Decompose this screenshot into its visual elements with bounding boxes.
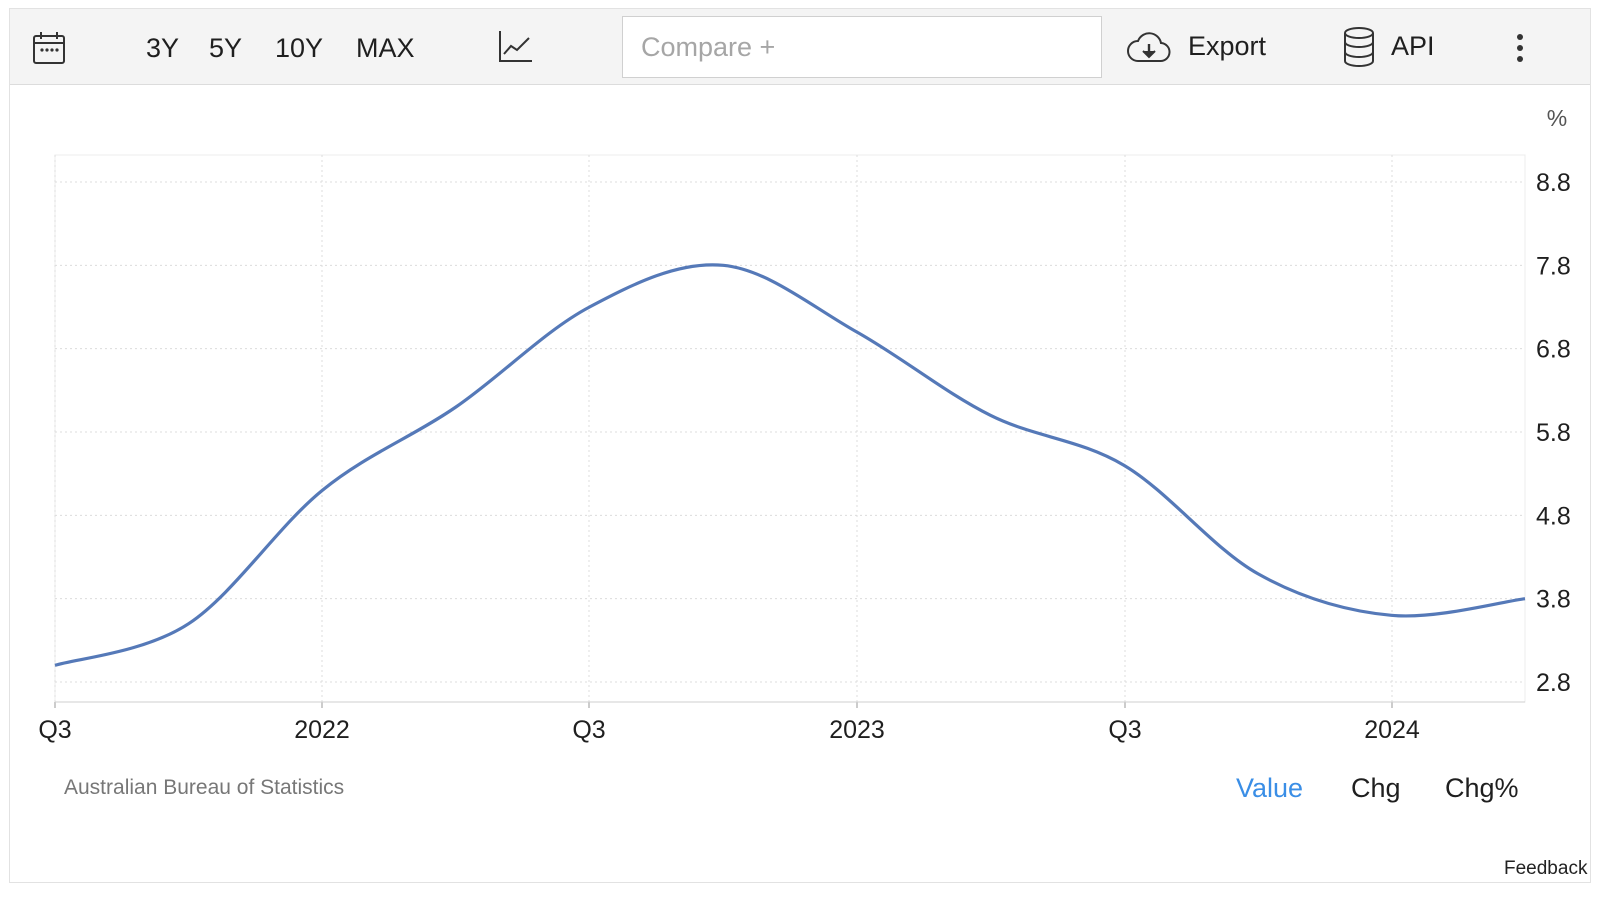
- x-tick-label: 2022: [294, 716, 350, 744]
- y-tick-label: 5.8: [1536, 419, 1571, 447]
- data-point[interactable]: [52, 662, 58, 668]
- data-point[interactable]: [587, 304, 593, 310]
- mode-chg-tab[interactable]: Chg: [1351, 773, 1401, 803]
- y-tick-label: 3.8: [1536, 586, 1571, 614]
- data-point[interactable]: [1388, 612, 1394, 618]
- data-point[interactable]: [854, 329, 860, 335]
- line-chart-icon[interactable]: [498, 29, 534, 68]
- cloud-download-icon[interactable]: [1126, 31, 1172, 70]
- data-point[interactable]: [1255, 571, 1261, 577]
- range-3y-button[interactable]: 3Y: [146, 33, 180, 63]
- mode-value-tab[interactable]: Value: [1236, 773, 1304, 803]
- series-line: [54, 263, 1526, 667]
- api-button[interactable]: API: [1391, 31, 1435, 61]
- chart-widget: 3Y 5Y 10Y MAX Export A: [9, 8, 1591, 883]
- data-source-label: Australian Bureau of Statistics: [64, 776, 345, 799]
- y-tick-label: 6.8: [1536, 336, 1571, 364]
- data-point[interactable]: [720, 262, 726, 268]
- vertical-dots-icon[interactable]: [1512, 33, 1528, 68]
- feedback-link[interactable]: Feedback: [1504, 858, 1588, 879]
- compare-input[interactable]: [622, 16, 1102, 78]
- data-point[interactable]: [186, 621, 192, 627]
- range-max-button[interactable]: MAX: [356, 33, 415, 63]
- data-point[interactable]: [1522, 596, 1528, 602]
- y-unit-label: %: [1547, 105, 1567, 131]
- range-10y-button[interactable]: 10Y: [275, 33, 324, 63]
- y-tick-label: 2.8: [1536, 669, 1571, 697]
- mode-chg-percent-tab[interactable]: Chg%: [1445, 773, 1519, 803]
- data-point[interactable]: [1121, 462, 1127, 468]
- y-tick-label: 7.8: [1536, 252, 1571, 280]
- y-tick-label: 8.8: [1536, 169, 1571, 197]
- chart-toolbar: 3Y 5Y 10Y MAX Export A: [10, 9, 1590, 85]
- x-tick-label: Q3: [1108, 716, 1141, 744]
- x-tick-label: Q3: [572, 716, 605, 744]
- x-tick-label: 2023: [829, 716, 885, 744]
- data-point[interactable]: [453, 404, 459, 410]
- database-icon[interactable]: [1342, 27, 1376, 72]
- y-tick-label: 4.8: [1536, 502, 1571, 530]
- data-point[interactable]: [319, 487, 325, 493]
- x-tick-label: 2024: [1364, 716, 1420, 744]
- calendar-icon[interactable]: [32, 31, 66, 70]
- range-5y-button[interactable]: 5Y: [209, 33, 243, 63]
- x-tick-label: Q3: [38, 716, 71, 744]
- plot-area: [54, 154, 1526, 703]
- export-button[interactable]: Export: [1188, 31, 1267, 61]
- data-point[interactable]: [987, 412, 993, 418]
